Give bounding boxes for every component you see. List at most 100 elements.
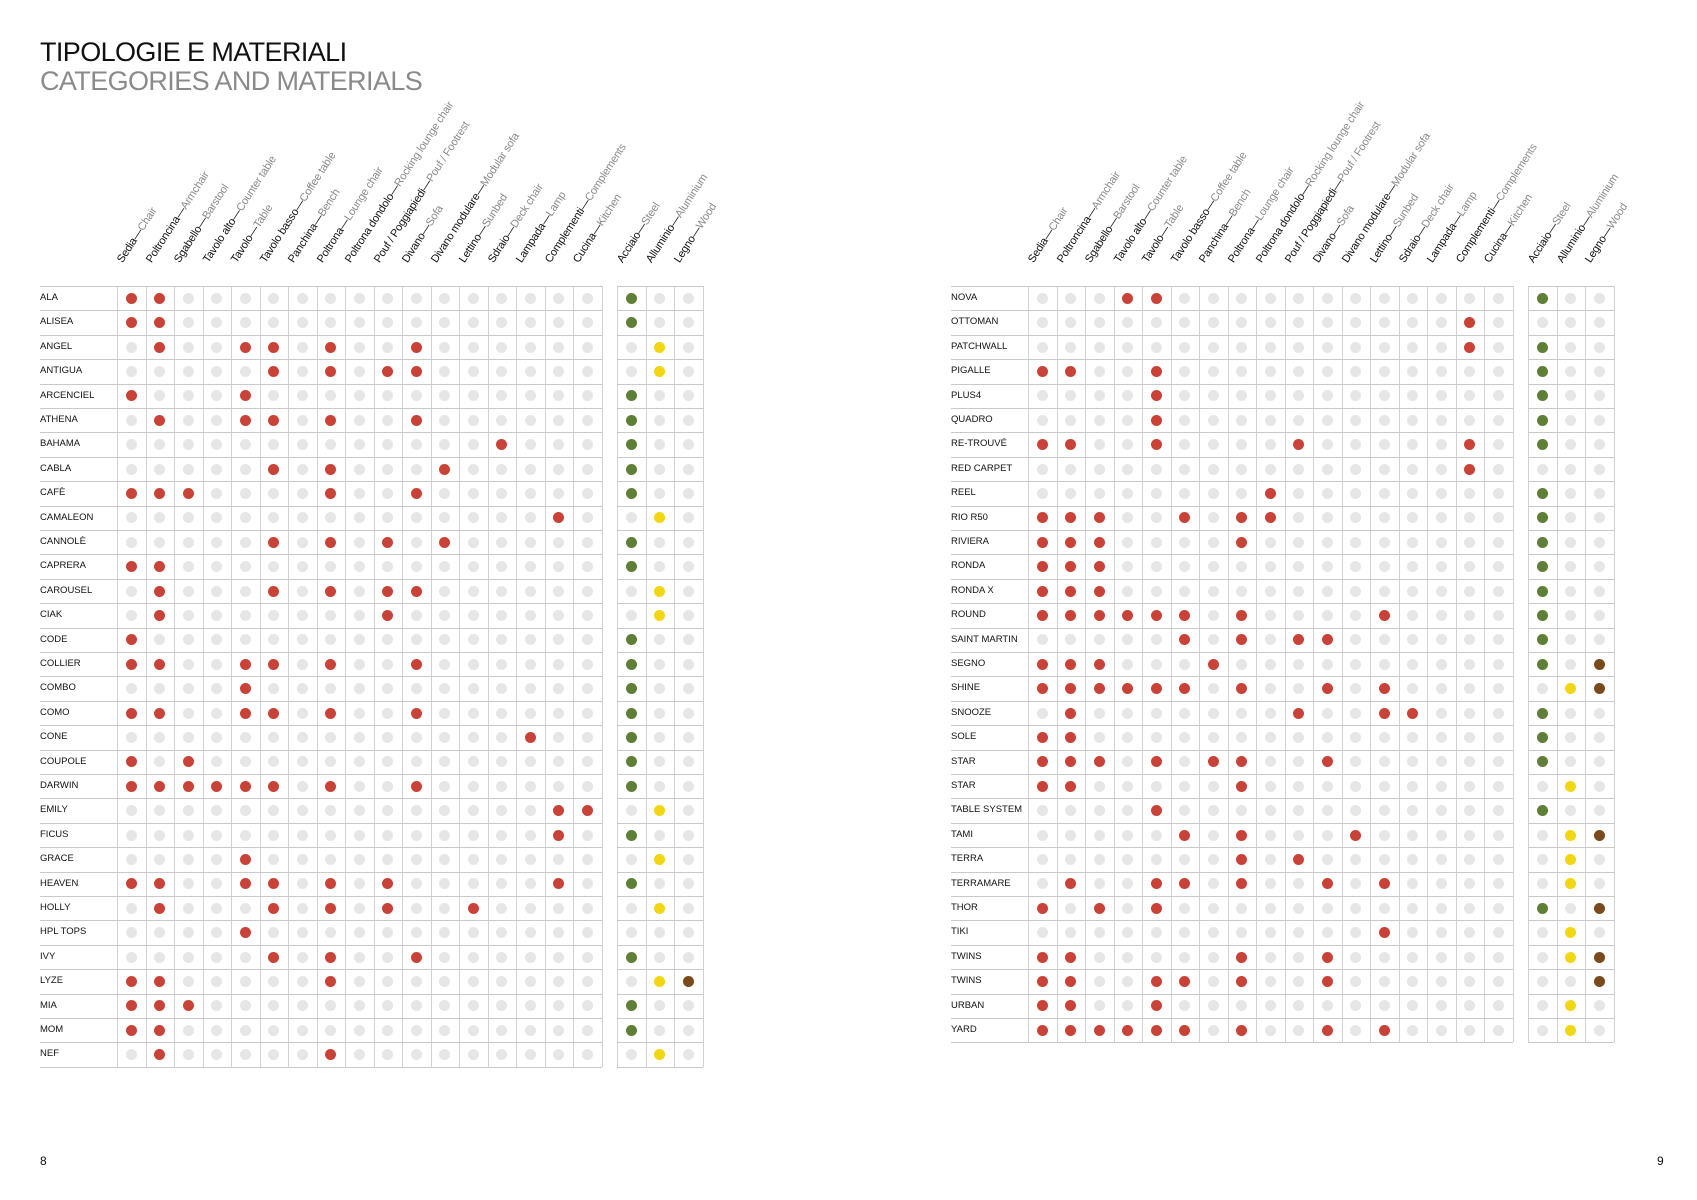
category-dot-inactive <box>410 463 422 475</box>
category-dot-inactive <box>1207 805 1219 817</box>
row-rule <box>951 578 1513 580</box>
category-dot-inactive <box>182 390 194 402</box>
product-name: ALISEA <box>40 316 74 328</box>
category-dot-active <box>1150 902 1162 914</box>
row-rule <box>617 920 703 922</box>
category-dot-inactive <box>496 1049 508 1061</box>
material-dot-inactive <box>654 731 666 743</box>
header-english: Steel <box>1550 200 1574 228</box>
material-dot-active <box>625 390 637 402</box>
category-dot-inactive <box>524 414 536 426</box>
product-name: PIGALLE <box>951 365 991 377</box>
category-dot-active <box>1065 731 1077 743</box>
category-dot-active <box>239 414 251 426</box>
material-dot-active <box>625 683 637 695</box>
material-dot-active <box>1536 902 1548 914</box>
category-dot-inactive <box>1407 878 1419 890</box>
category-dot-inactive <box>125 853 137 865</box>
material-dot-inactive <box>1593 878 1605 890</box>
category-dot-inactive <box>553 1049 565 1061</box>
category-dot-active <box>325 975 337 987</box>
category-dot-inactive <box>1293 927 1305 939</box>
category-dot-inactive <box>1492 634 1504 646</box>
category-dot-active <box>1236 609 1248 621</box>
category-dot-inactive <box>496 317 508 329</box>
category-dot-inactive <box>496 975 508 987</box>
material-dot-active <box>625 487 637 499</box>
material-dot-active <box>1593 975 1605 987</box>
category-dot-inactive <box>211 756 223 768</box>
category-dot-active <box>1236 975 1248 987</box>
product-name: CAROUSEL <box>40 584 93 596</box>
category-dot-inactive <box>524 805 536 817</box>
category-dot-active <box>1179 878 1191 890</box>
grid-divider <box>1113 286 1115 1043</box>
category-dot-inactive <box>1207 683 1219 695</box>
category-dot-inactive <box>211 536 223 548</box>
category-dot-inactive <box>410 756 422 768</box>
category-dot-inactive <box>496 487 508 499</box>
product-name: RIVIERA <box>951 536 990 547</box>
category-dot-inactive <box>211 707 223 719</box>
category-dot-inactive <box>1207 341 1219 353</box>
material-dot-inactive <box>1565 292 1577 304</box>
category-dot-inactive <box>268 609 280 621</box>
category-dot-inactive <box>467 683 479 695</box>
category-dot-inactive <box>467 414 479 426</box>
material-dot-active <box>654 1049 666 1061</box>
category-dot-inactive <box>296 463 308 475</box>
category-dot-inactive <box>581 853 593 865</box>
category-dot-active <box>1179 975 1191 987</box>
category-dot-inactive <box>524 341 536 353</box>
category-dot-inactive <box>1464 414 1476 426</box>
category-dot-inactive <box>524 634 536 646</box>
category-dot-inactive <box>1492 609 1504 621</box>
category-dot-inactive <box>1321 927 1333 939</box>
category-dot-inactive <box>154 439 166 451</box>
category-dot-active <box>182 780 194 792</box>
category-dot-inactive <box>296 585 308 597</box>
category-dot-inactive <box>467 878 479 890</box>
header-italian: Cucina <box>1481 230 1510 265</box>
category-dot-active <box>1065 585 1077 597</box>
category-dot-inactive <box>1236 317 1248 329</box>
category-dot-inactive <box>1378 829 1390 841</box>
category-dot-inactive <box>239 585 251 597</box>
category-dot-inactive <box>182 341 194 353</box>
category-dot-inactive <box>581 536 593 548</box>
category-dot-inactive <box>268 829 280 841</box>
category-dot-inactive <box>496 878 508 890</box>
category-dot-inactive <box>439 292 451 304</box>
category-dot-inactive <box>439 707 451 719</box>
grid-divider <box>1427 286 1428 1043</box>
category-dot-inactive <box>1321 805 1333 817</box>
material-dot-inactive <box>682 414 694 426</box>
row-rule <box>951 774 1513 775</box>
category-dot-inactive <box>1207 829 1219 841</box>
grid-divider <box>1284 286 1286 1043</box>
category-dot-inactive <box>1293 463 1305 475</box>
material-dot-inactive <box>654 390 666 402</box>
category-dot-active <box>325 341 337 353</box>
category-dot-active <box>410 780 422 792</box>
category-dot-inactive <box>1435 634 1447 646</box>
material-dot-inactive <box>654 463 666 475</box>
category-dot-active <box>382 585 394 597</box>
category-dot-active <box>1093 1024 1105 1036</box>
row-rule <box>951 969 1513 971</box>
category-dot-inactive <box>581 487 593 499</box>
product-name: URBAN <box>951 999 985 1011</box>
category-dot-inactive <box>467 951 479 963</box>
row-rule <box>951 676 1513 678</box>
category-dot-active <box>125 1024 137 1036</box>
category-dot-inactive <box>496 731 508 743</box>
category-dot-inactive <box>1207 707 1219 719</box>
category-dot-active <box>1065 561 1077 573</box>
category-dot-inactive <box>1264 463 1276 475</box>
category-dot-active <box>268 341 280 353</box>
row-rule <box>617 1042 703 1044</box>
category-dot-inactive <box>1122 756 1134 768</box>
category-dot-inactive <box>1150 317 1162 329</box>
category-dot-active <box>268 463 280 475</box>
category-dot-inactive <box>296 878 308 890</box>
